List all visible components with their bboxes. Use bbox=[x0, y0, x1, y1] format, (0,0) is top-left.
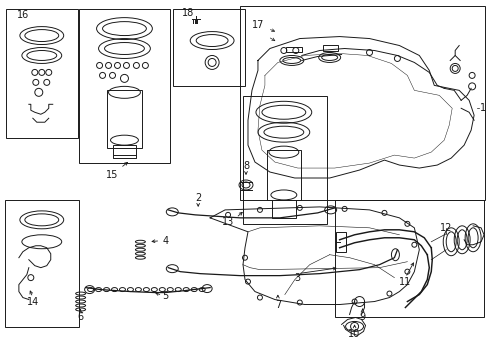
Text: 3: 3 bbox=[294, 273, 301, 283]
Text: 11: 11 bbox=[399, 276, 412, 287]
Text: 17: 17 bbox=[251, 19, 264, 30]
Text: 16: 16 bbox=[17, 10, 29, 20]
Bar bbox=[272, 200, 296, 218]
Bar bbox=[243, 96, 327, 224]
Bar bbox=[113, 145, 136, 155]
Text: 9: 9 bbox=[360, 312, 366, 323]
Bar bbox=[106, 90, 143, 148]
Bar bbox=[6, 9, 77, 138]
Bar bbox=[286, 46, 302, 53]
Bar bbox=[173, 9, 245, 86]
Text: 18: 18 bbox=[182, 8, 195, 18]
Text: 1: 1 bbox=[480, 103, 486, 113]
Text: 12: 12 bbox=[440, 223, 452, 233]
Bar bbox=[336, 232, 345, 252]
Text: 15: 15 bbox=[106, 170, 119, 180]
Text: 8: 8 bbox=[243, 161, 249, 171]
Bar bbox=[240, 6, 485, 200]
Bar bbox=[323, 45, 338, 51]
Text: 10: 10 bbox=[348, 329, 361, 339]
Text: 13: 13 bbox=[222, 217, 234, 227]
Text: 2: 2 bbox=[195, 193, 201, 203]
Text: 4: 4 bbox=[162, 236, 169, 246]
Text: 7: 7 bbox=[275, 300, 281, 310]
Text: 14: 14 bbox=[26, 297, 39, 306]
Text: 6: 6 bbox=[77, 312, 84, 323]
Bar bbox=[78, 9, 171, 163]
Bar bbox=[335, 200, 484, 318]
Bar bbox=[267, 150, 301, 200]
Text: 5: 5 bbox=[162, 291, 169, 301]
Bar bbox=[5, 200, 78, 328]
